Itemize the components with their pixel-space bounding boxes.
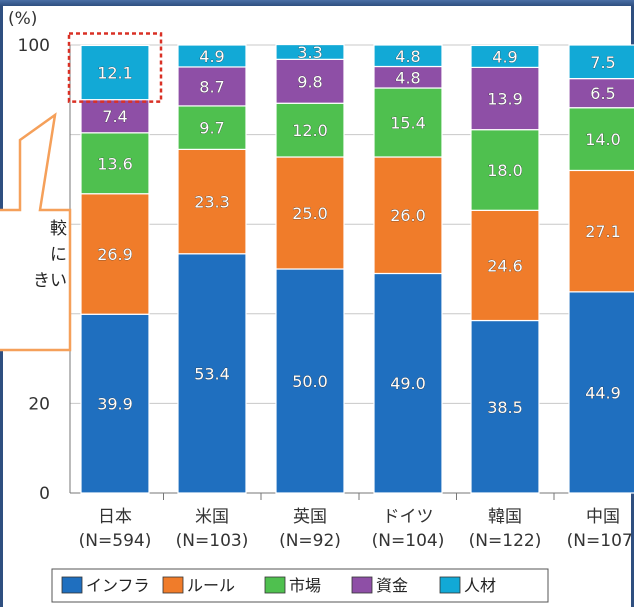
bar-segment xyxy=(470,66,540,131)
x-category-n-label: (N=103) xyxy=(176,531,249,551)
x-category-label: 英国 xyxy=(293,507,327,527)
legend-swatch xyxy=(351,576,373,594)
bar-segment xyxy=(80,132,150,195)
bar-segment xyxy=(80,193,150,315)
x-category-label: 韓国 xyxy=(488,507,522,527)
value-labels: 39.9 26.9 13.6 7.4 12.1 53.4 23.3 9.7 8.7 4.9 50.0… xyxy=(97,43,621,417)
axes: (%) 0 20 100 日本 (N=594) 米国 (N=103) 英国 (N=92) ドイツ (N… xyxy=(8,9,634,551)
data-label: 9.7 xyxy=(199,119,224,138)
data-label: 14.0 xyxy=(585,130,621,149)
bar-segment xyxy=(568,77,634,109)
bar-segment xyxy=(568,169,634,293)
bar-segment xyxy=(275,43,345,60)
data-label: 24.6 xyxy=(487,256,523,275)
bar-segment xyxy=(275,268,345,494)
legend-swatch xyxy=(162,576,184,594)
legend-swatch xyxy=(439,576,461,594)
data-label: 7.5 xyxy=(590,53,615,72)
data-label: 26.9 xyxy=(97,245,133,264)
y-tick-label: 0 xyxy=(39,484,50,504)
x-category-n-label: (N=107) xyxy=(567,531,634,551)
data-label: 4.9 xyxy=(199,47,224,66)
data-label: 25.0 xyxy=(292,204,328,223)
data-label: 4.8 xyxy=(395,68,420,87)
highlight-box xyxy=(67,32,163,103)
data-label: 38.5 xyxy=(487,398,523,417)
data-label: 39.9 xyxy=(97,395,133,414)
bar-segment xyxy=(470,209,540,322)
gridlines xyxy=(70,44,634,404)
callout-text-line: 較 xyxy=(50,219,67,239)
data-label: 44.9 xyxy=(585,383,621,402)
data-label: 8.7 xyxy=(199,77,224,96)
bar-segment xyxy=(470,129,540,211)
data-label: 13.9 xyxy=(487,90,523,109)
legend-label: インフラ xyxy=(86,576,150,595)
x-category-n-label: (N=92) xyxy=(279,531,341,551)
data-label: 12.1 xyxy=(97,64,133,83)
data-label: 12.0 xyxy=(292,121,328,140)
bar-segment xyxy=(275,58,345,104)
data-label: 4.9 xyxy=(492,47,517,66)
bar-segment xyxy=(373,87,443,158)
x-category-label: ドイツ xyxy=(383,507,434,527)
bar-segment xyxy=(80,44,150,101)
callout-bubble xyxy=(0,112,72,352)
legend-swatch xyxy=(264,576,286,594)
data-label: 6.5 xyxy=(590,84,615,103)
bar-segment xyxy=(177,44,247,68)
data-label: 26.0 xyxy=(390,206,426,225)
callout-text-line: きい xyxy=(33,271,67,291)
data-label: 50.0 xyxy=(292,372,328,391)
data-label: 49.0 xyxy=(390,374,426,393)
bar-segment xyxy=(80,99,150,134)
data-label: 27.1 xyxy=(585,222,621,241)
bar-segment xyxy=(373,44,443,68)
x-category-n-label: (N=104) xyxy=(372,531,445,551)
legend-label: 人材 xyxy=(464,576,496,595)
x-category-n-label: (N=122) xyxy=(469,531,542,551)
bar-segment xyxy=(80,313,150,494)
data-label: 18.0 xyxy=(487,161,523,180)
legend: インフラ ルール 市場 資金 人材 xyxy=(51,568,549,603)
legend-label: 市場 xyxy=(289,576,321,595)
data-label: 23.3 xyxy=(194,193,230,212)
y-tick-label: 20 xyxy=(28,394,50,414)
x-category-label: 中国 xyxy=(586,507,620,527)
data-label: 4.8 xyxy=(395,47,420,66)
bar-segment xyxy=(275,102,345,158)
bars xyxy=(80,43,634,494)
bar-segment xyxy=(568,44,634,80)
legend-label: ルール xyxy=(187,576,235,595)
callout-text-line: に xyxy=(50,245,67,265)
legend-box xyxy=(51,568,549,603)
data-label: 13.6 xyxy=(97,154,133,173)
data-label: 15.4 xyxy=(390,114,426,133)
data-label: 9.8 xyxy=(297,72,322,91)
data-label: 53.4 xyxy=(194,364,230,383)
data-label: 7.4 xyxy=(102,107,127,126)
top-border-bar xyxy=(0,0,634,6)
bar-segment xyxy=(470,44,540,68)
x-category-label: 日本 xyxy=(98,507,132,527)
y-tick-label: 100 xyxy=(18,36,50,56)
x-category-n-label: (N=594) xyxy=(79,531,152,551)
bar-segment xyxy=(568,107,634,172)
y-axis-unit-label: (%) xyxy=(8,9,37,29)
bar-segment xyxy=(177,253,247,494)
legend-swatch xyxy=(61,576,83,594)
legend-label: 資金 xyxy=(376,576,408,595)
x-category-label: 米国 xyxy=(195,507,229,527)
bar-segment xyxy=(275,156,345,270)
data-label: 3.3 xyxy=(297,43,322,62)
